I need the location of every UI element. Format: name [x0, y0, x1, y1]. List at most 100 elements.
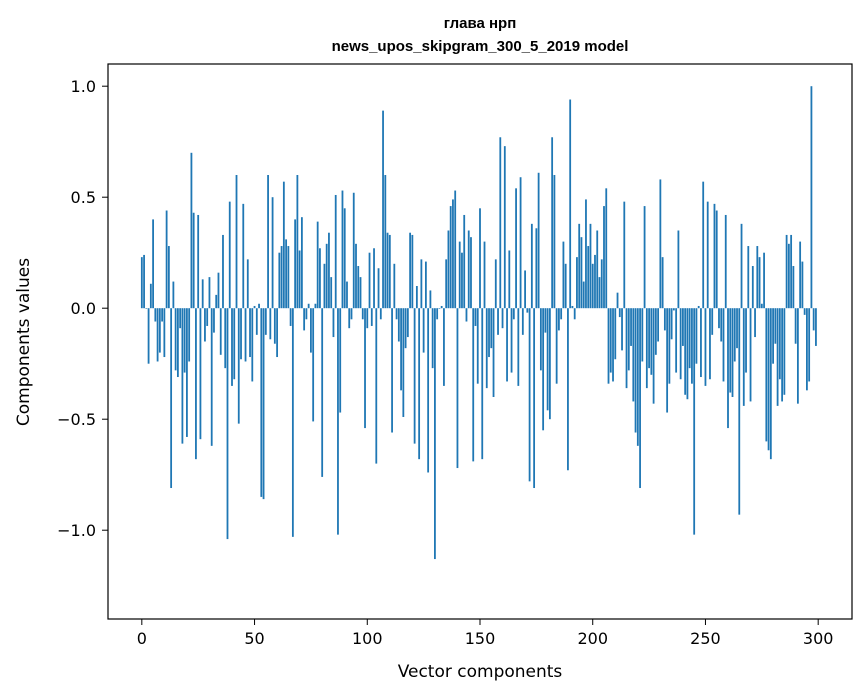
bar-22 [190, 152, 193, 309]
bar-156 [492, 308, 495, 397]
bar-120 [411, 234, 414, 309]
bar-138 [452, 199, 454, 309]
bar-175 [535, 228, 538, 309]
bar-261 [729, 308, 732, 393]
bar-236 [672, 308, 675, 311]
bar-144 [465, 308, 468, 322]
bar-33 [215, 294, 218, 309]
bar-13 [170, 308, 173, 489]
bar-277 [765, 308, 768, 442]
bar-139 [454, 190, 457, 309]
bar-62 [280, 246, 283, 309]
bar-170 [524, 270, 526, 309]
bar-140 [456, 308, 459, 469]
bar-95 [355, 243, 357, 309]
bar-145 [467, 230, 470, 309]
bar-26 [199, 308, 202, 440]
bar-215 [625, 308, 628, 389]
bar-160 [501, 308, 504, 329]
bar-161 [503, 146, 506, 309]
bar-67 [291, 308, 294, 537]
bar-137 [449, 206, 452, 309]
bar-51 [255, 308, 258, 335]
bar-284 [781, 308, 784, 402]
bar-196 [582, 281, 585, 309]
bar-150 [479, 208, 481, 309]
bar-189 [567, 308, 569, 471]
bar-58 [271, 197, 274, 309]
bar-287 [787, 243, 790, 309]
bar-211 [616, 292, 619, 309]
y-axis-label: Components values [14, 258, 34, 426]
bar-88 [339, 308, 342, 413]
bar-283 [778, 308, 781, 380]
bar-227 [652, 308, 655, 404]
bar-44 [240, 308, 242, 360]
bar-246 [695, 308, 698, 364]
bar-295 [806, 308, 808, 391]
bar-292 [799, 241, 802, 309]
bar-233 [666, 308, 669, 413]
bar-239 [679, 308, 682, 380]
bar-286 [785, 234, 788, 309]
bar-34 [217, 272, 220, 309]
bar-198 [587, 246, 590, 309]
bar-250 [704, 308, 707, 386]
bar-191 [571, 305, 574, 309]
bar-231 [661, 257, 664, 309]
bar-65 [287, 246, 290, 309]
x-tick-label-0: 0 [137, 629, 147, 648]
bar-85 [332, 308, 335, 338]
bar-212 [618, 308, 621, 318]
bar-181 [548, 308, 551, 420]
bar-234 [668, 308, 671, 384]
bar-291 [796, 308, 799, 404]
bar-121 [413, 308, 416, 444]
bar-136 [447, 230, 450, 309]
bar-105 [377, 268, 380, 309]
bar-248 [700, 308, 702, 378]
bar-99 [364, 308, 366, 429]
bar-179 [544, 308, 547, 333]
bar-5 [152, 219, 154, 309]
bar-15 [174, 308, 177, 371]
bar-50 [253, 305, 256, 309]
bar-176 [537, 172, 540, 309]
bar-228 [654, 308, 657, 355]
bar-24 [195, 308, 197, 460]
bar-128 [429, 290, 432, 309]
bar-142 [461, 252, 463, 309]
bar-167 [517, 308, 520, 386]
bar-172 [528, 308, 531, 482]
bar-126 [424, 261, 427, 309]
bar-104 [375, 308, 378, 464]
bar-100 [366, 308, 369, 329]
bar-25 [197, 214, 200, 309]
bar-11 [165, 210, 168, 309]
bar-48 [249, 308, 251, 358]
bar-6 [154, 308, 157, 322]
bar-296 [808, 308, 811, 382]
bar-276 [763, 252, 765, 309]
bar-190 [569, 99, 572, 309]
bar-280 [772, 308, 774, 364]
bar-97 [359, 277, 362, 309]
bar-187 [562, 241, 565, 309]
bar-202 [596, 230, 599, 309]
bar-285 [783, 308, 786, 395]
bar-247 [697, 305, 700, 309]
bar-148 [474, 308, 477, 326]
bar-254 [713, 203, 716, 309]
x-axis-ticks: 0 50 100 150 200 250 300 [137, 619, 833, 648]
bar-235 [670, 308, 673, 340]
bar-159 [499, 137, 502, 309]
bar-114 [397, 308, 400, 342]
bar-188 [564, 263, 567, 309]
y-tick-label-1: −0.5 [57, 410, 96, 429]
bar-2 [145, 308, 148, 309]
y-axis-ticks: −1.0 −0.5 0.0 0.5 1.0 [57, 77, 108, 540]
x-tick-label-100: 100 [352, 629, 383, 648]
y-tick-label-3: 0.5 [71, 188, 96, 207]
bar-219 [634, 308, 637, 433]
x-tick-label-50: 50 [244, 629, 264, 648]
